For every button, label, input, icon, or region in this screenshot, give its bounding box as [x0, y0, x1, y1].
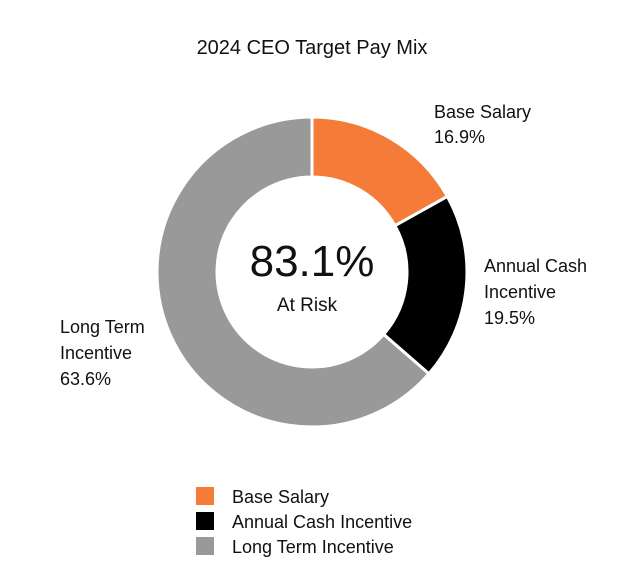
legend-swatch	[196, 512, 214, 530]
slice-label-value: 19.5%	[484, 308, 535, 328]
slice-label-name-line1: Long Term	[60, 317, 145, 337]
slice-label-value: 16.9%	[434, 127, 485, 147]
legend-label: Base Salary	[232, 487, 329, 507]
chart-title: 2024 CEO Target Pay Mix	[197, 37, 428, 59]
slice-label-name: Base Salary	[434, 102, 531, 122]
slice-label-value: 63.6%	[60, 369, 111, 389]
legend-item-long-term-incentive: Long Term Incentive	[196, 537, 394, 557]
slice-label-name-line2: Incentive	[60, 343, 132, 363]
center-label: At Risk	[277, 295, 338, 316]
slice-label-annual-cash-incentive: Annual Cash Incentive 19.5%	[484, 256, 587, 328]
legend-item-annual-cash-incentive: Annual Cash Incentive	[196, 512, 412, 532]
legend-swatch	[196, 537, 214, 555]
slice-long-term-incentive	[155, 115, 432, 429]
slice-label-base-salary: Base Salary 16.9%	[434, 102, 531, 147]
slice-label-name-line1: Annual Cash	[484, 256, 587, 276]
slice-label-name-line2: Incentive	[484, 282, 556, 302]
legend-item-base-salary: Base Salary	[196, 487, 329, 507]
slice-label-long-term-incentive: Long Term Incentive 63.6%	[60, 317, 145, 389]
center-value: 83.1%	[250, 237, 375, 286]
legend: Base Salary Annual Cash Incentive Long T…	[196, 487, 412, 557]
legend-label: Long Term Incentive	[232, 537, 394, 557]
legend-label: Annual Cash Incentive	[232, 512, 412, 532]
legend-swatch	[196, 487, 214, 505]
donut-slices	[155, 115, 469, 429]
